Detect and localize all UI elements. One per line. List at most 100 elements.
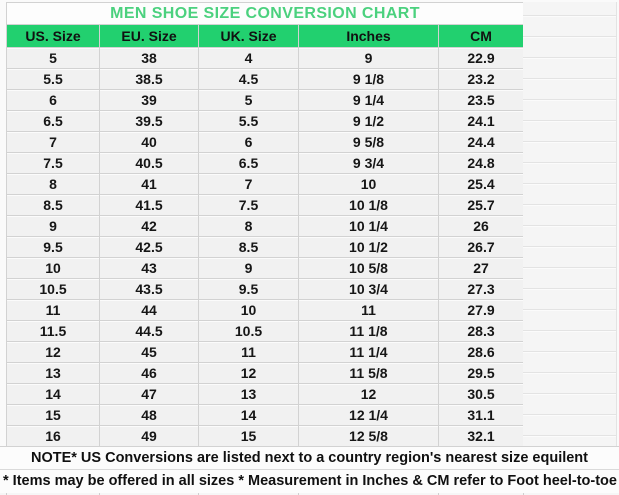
table-cell: 4: [198, 47, 299, 69]
column-header-us-size: US. Size: [6, 24, 100, 48]
table-cell: 5: [6, 47, 100, 69]
table-cell: 10: [6, 257, 100, 279]
footnote-conversions: NOTE* US Conversions are listed next to …: [0, 446, 619, 469]
page-title: MEN SHOE SIZE CONVERSION CHART: [5, 2, 525, 25]
table-cell: 5: [198, 89, 299, 111]
table-row: 15 48 14 12 1/4 31.1: [6, 404, 525, 426]
table-cell: 12 1/4: [298, 404, 439, 426]
table-row: 10.5 43.5 9.5 10 3/4 27.3: [6, 278, 525, 300]
table-cell: 5.5: [6, 68, 100, 90]
table-row: 12 45 11 11 1/4 28.6: [6, 341, 525, 363]
table-cell: 8.5: [198, 236, 299, 258]
table-cell: 41: [99, 173, 199, 195]
table-row: 16 49 15 12 5/8 32.1: [6, 425, 525, 447]
table-cell: 14: [198, 404, 299, 426]
gridline-tick: [523, 493, 524, 495]
table-row: 10 43 9 10 5/8 27: [6, 257, 525, 279]
table-row: 11.5 44.5 10.5 11 1/8 28.3: [6, 320, 525, 342]
table-cell: 39.5: [99, 110, 199, 132]
footnote-measurement: * Items may be offered in all sizes * Me…: [0, 469, 619, 494]
table-cell: 15: [198, 425, 299, 447]
table-cell: 11 1/4: [298, 341, 439, 363]
table-cell: 9.5: [198, 278, 299, 300]
table-cell: 8: [6, 173, 100, 195]
gridline-tick: [99, 493, 100, 495]
table-cell: 40.5: [99, 152, 199, 174]
table-cell: 10 3/4: [298, 278, 439, 300]
table-cell: 10: [198, 299, 299, 321]
column-header-uk-size: UK. Size: [198, 24, 299, 48]
table-cell: 28.3: [437, 320, 525, 342]
table-cell: 11 1/8: [298, 320, 439, 342]
table-cell: 30.5: [437, 383, 525, 405]
table-cell: 27.3: [437, 278, 525, 300]
table-row: 7 40 6 9 5/8 24.4: [6, 131, 525, 153]
table-cell: 10 1/8: [298, 194, 439, 216]
table-cell: 46: [99, 362, 199, 384]
table-cell: 9.5: [6, 236, 100, 258]
table-cell: 9: [6, 215, 100, 237]
table-cell: 7: [6, 131, 100, 153]
table-cell: 10.5: [6, 278, 100, 300]
column-header-eu-size: EU. Size: [99, 24, 199, 48]
table-cell: 24.8: [437, 152, 525, 174]
column-header-inches: Inches: [298, 24, 439, 48]
table-cell: 9: [298, 47, 439, 69]
table-cell: 32.1: [437, 425, 525, 447]
table-cell: 38: [99, 47, 199, 69]
table-cell: 7.5: [6, 152, 100, 174]
title-row: MEN SHOE SIZE CONVERSION CHART: [5, 2, 525, 25]
table-cell: 24.1: [437, 110, 525, 132]
table-row: 7.5 40.5 6.5 9 3/4 24.8: [6, 152, 525, 174]
empty-spreadsheet-column: [523, 2, 617, 446]
table-cell: 42: [99, 215, 199, 237]
gridline-tick: [438, 493, 439, 495]
table-cell: 11.5: [6, 320, 100, 342]
table-cell: 6.5: [198, 152, 299, 174]
table-row: 9.5 42.5 8.5 10 1/2 26.7: [6, 236, 525, 258]
table-cell: 23.2: [437, 68, 525, 90]
gridline-tick: [6, 493, 7, 495]
table-row: 8 41 7 10 25.4: [6, 173, 525, 195]
table-cell: 9: [198, 257, 299, 279]
table-cell: 9 1/2: [298, 110, 439, 132]
table-row: 5 38 4 9 22.9: [6, 47, 525, 69]
table-cell: 24.4: [437, 131, 525, 153]
table-cell: 10 1/4: [298, 215, 439, 237]
table-cell: 26.7: [437, 236, 525, 258]
table-row: 9 42 8 10 1/4 26: [6, 215, 525, 237]
table-cell: 12 5/8: [298, 425, 439, 447]
table-cell: 9 5/8: [298, 131, 439, 153]
table-body: 5 38 4 9 22.9 5.5 38.5 4.5 9 1/8 23.2 6 39 5 9 1/4 23.…: [6, 47, 525, 447]
table-cell: 43: [99, 257, 199, 279]
table-cell: 11: [198, 341, 299, 363]
header-row: US. Size EU. Size UK. Size Inches CM: [6, 24, 525, 48]
table-cell: 6: [6, 89, 100, 111]
table-row: 6.5 39.5 5.5 9 1/2 24.1: [6, 110, 525, 132]
table-cell: 44.5: [99, 320, 199, 342]
table-cell: 5.5: [198, 110, 299, 132]
table-cell: 10: [298, 173, 439, 195]
table-cell: 31.1: [437, 404, 525, 426]
table-cell: 28.6: [437, 341, 525, 363]
table-cell: 27: [437, 257, 525, 279]
table-cell: 15: [6, 404, 100, 426]
table-cell: 12: [298, 383, 439, 405]
table-cell: 13: [6, 362, 100, 384]
table-cell: 8.5: [6, 194, 100, 216]
table-cell: 26: [437, 215, 525, 237]
table-cell: 6.5: [6, 110, 100, 132]
table-cell: 13: [198, 383, 299, 405]
table-cell: 4.5: [198, 68, 299, 90]
table-cell: 44: [99, 299, 199, 321]
table-cell: 29.5: [437, 362, 525, 384]
table-cell: 10 5/8: [298, 257, 439, 279]
table-row: 11 44 10 11 27.9: [6, 299, 525, 321]
table-cell: 11: [6, 299, 100, 321]
table-cell: 8: [198, 215, 299, 237]
table-row: 13 46 12 11 5/8 29.5: [6, 362, 525, 384]
table-cell: 49: [99, 425, 199, 447]
column-header-cm: CM: [437, 24, 525, 48]
table-cell: 16: [6, 425, 100, 447]
